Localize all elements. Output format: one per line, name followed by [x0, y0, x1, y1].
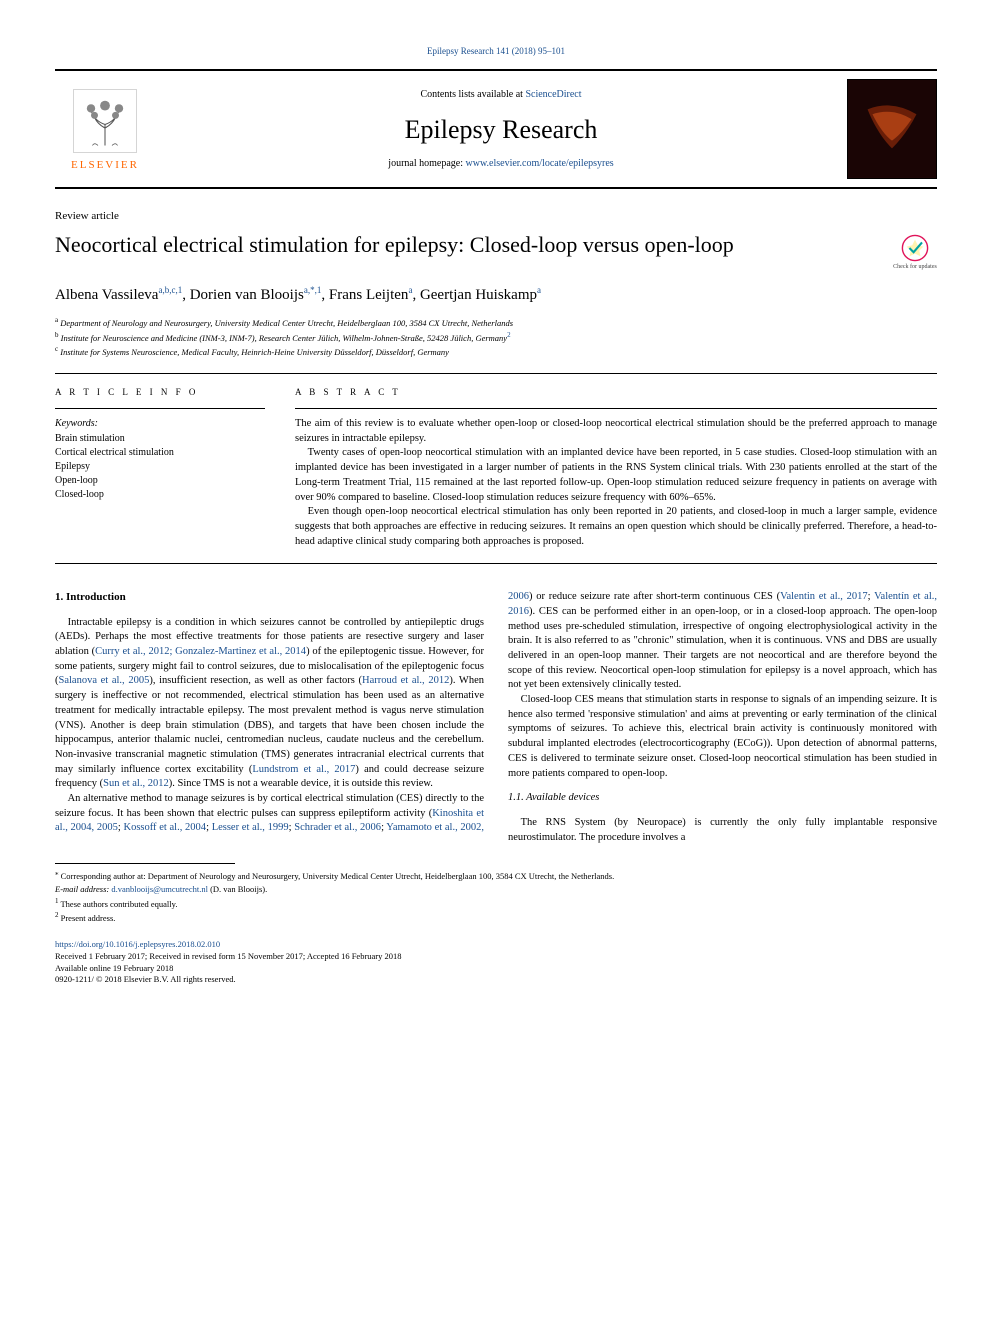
section-divider	[55, 373, 937, 374]
elsevier-tree-icon	[70, 86, 140, 156]
devices-paragraph-1: The RNS System (by Neuropace) is current…	[508, 816, 937, 845]
journal-cover-thumbnail	[847, 79, 937, 179]
journal-homepage: journal homepage: www.elsevier.com/locat…	[155, 157, 847, 171]
citation-link[interactable]: Kossoff et al., 2004	[123, 822, 206, 833]
keywords-list: Brain stimulationCortical electrical sti…	[55, 432, 265, 502]
heading-available-devices: 1.1. Available devices	[508, 791, 937, 806]
journal-name: Epilepsy Research	[155, 112, 847, 147]
affiliation-b: b Institute for Neuroscience and Medicin…	[55, 330, 937, 345]
contents-available: Contents lists available at ScienceDirec…	[155, 88, 847, 102]
affiliations: a Department of Neurology and Neurosurge…	[55, 315, 937, 359]
author-list: Albena Vassilevaa,b,c,1, Dorien van Bloo…	[55, 284, 937, 305]
affiliation-b-text: Institute for Neuroscience and Medicine …	[61, 333, 507, 343]
intro-paragraph-1: Intractable epilepsy is a condition in w…	[55, 616, 484, 792]
affiliation-b-footnote: 2	[507, 331, 511, 339]
article-type: Review article	[55, 209, 937, 224]
copyright-line: 0920-1211/ © 2018 Elsevier B.V. All righ…	[55, 974, 937, 986]
check-updates-label: Check for updates	[893, 264, 937, 271]
text-run: ). When surgery is ineffective or not re…	[55, 675, 484, 774]
header-center: Contents lists available at ScienceDirec…	[155, 88, 847, 170]
check-updates-badge[interactable]: Check for updates	[893, 230, 937, 274]
citation-link[interactable]: Salanova et al., 2005	[59, 675, 150, 686]
article-info-label: A R T I C L E I N F O	[55, 386, 265, 398]
abstract-p1: The aim of this review is to evaluate wh…	[295, 417, 937, 446]
abstract-column: A B S T R A C T The aim of this review i…	[295, 386, 937, 549]
doi-link[interactable]: https://doi.org/10.1016/j.eplepsyres.201…	[55, 939, 220, 949]
info-divider	[55, 408, 265, 409]
info-abstract-row: A R T I C L E I N F O Keywords: Brain st…	[55, 386, 937, 549]
text-run: ) or reduce seizure rate after short-ter…	[529, 591, 780, 602]
affiliation-c-text: Institute for Systems Neuroscience, Medi…	[60, 347, 449, 357]
elsevier-logo: ELSEVIER	[55, 79, 155, 179]
affiliation-c: c Institute for Systems Neuroscience, Me…	[55, 344, 937, 359]
crossmark-icon	[901, 234, 929, 262]
affiliation-a-text: Department of Neurology and Neurosurgery…	[60, 318, 513, 328]
affiliation-a: a Department of Neurology and Neurosurge…	[55, 315, 937, 330]
doi-block: https://doi.org/10.1016/j.eplepsyres.201…	[55, 939, 937, 987]
footnote-1: 1 These authors contributed equally.	[55, 896, 937, 911]
footnotes: ⁎ Corresponding author at: Department of…	[55, 868, 937, 924]
email-label: E-mail address:	[55, 884, 111, 894]
email-link[interactable]: d.vanblooijs@umcutrecht.nl	[111, 884, 208, 894]
abstract-divider	[295, 408, 937, 409]
text-run: ). CES can be performed either in an ope…	[508, 606, 937, 690]
corr-text: Corresponding author at: Department of N…	[61, 871, 615, 881]
text-run: ). Since TMS is not a wearable device, i…	[169, 778, 433, 789]
homepage-prefix: journal homepage:	[388, 158, 465, 169]
citation-link[interactable]: Curry et al., 2012; Gonzalez-Martinez et…	[95, 646, 306, 657]
sciencedirect-link[interactable]: ScienceDirect	[525, 89, 581, 100]
abstract-p3: Even though open-loop neocortical electr…	[295, 505, 937, 549]
abstract-p2: Twenty cases of open-loop neocortical st…	[295, 446, 937, 505]
journal-header: ELSEVIER Contents lists available at Sci…	[55, 69, 937, 189]
cover-art-icon	[848, 80, 936, 178]
fn2-text: Present address.	[61, 913, 116, 923]
citation-link[interactable]: Harroud et al., 2012	[362, 675, 449, 686]
received-dates: Received 1 February 2017; Received in re…	[55, 951, 937, 963]
section-divider	[55, 563, 937, 564]
citation-link[interactable]: Valentin et al., 2017	[780, 591, 868, 602]
available-online: Available online 19 February 2018	[55, 963, 937, 975]
abstract-label: A B S T R A C T	[295, 386, 937, 398]
text-run: ), insufficient resection, as well as ot…	[149, 675, 362, 686]
email-note: E-mail address: d.vanblooijs@umcutrecht.…	[55, 883, 937, 896]
citation-link[interactable]: Sun et al., 2012	[103, 778, 169, 789]
heading-introduction: 1. Introduction	[55, 590, 484, 605]
footnote-divider	[55, 863, 235, 864]
intro-paragraph-3: Closed-loop CES means that stimulation s…	[508, 693, 937, 781]
citation-link[interactable]: Lundstrom et al., 2017	[252, 764, 355, 775]
corresponding-author-note: ⁎ Corresponding author at: Department of…	[55, 868, 937, 883]
homepage-link[interactable]: www.elsevier.com/locate/epilepsyres	[466, 158, 614, 169]
citation-link[interactable]: Schrader et al., 2006	[294, 822, 381, 833]
keywords-label: Keywords:	[55, 417, 265, 431]
article-title: Neocortical electrical stimulation for e…	[55, 230, 883, 260]
journal-reference: Epilepsy Research 141 (2018) 95–101	[55, 45, 937, 57]
body-two-column: 1. Introduction Intractable epilepsy is …	[55, 590, 937, 845]
citation-link[interactable]: Lesser et al., 1999	[212, 822, 289, 833]
article-info-column: A R T I C L E I N F O Keywords: Brain st…	[55, 386, 265, 549]
footnote-2: 2 Present address.	[55, 910, 937, 925]
email-author: (D. van Blooijs).	[208, 884, 267, 894]
text-run: An alternative method to manage seizures…	[55, 793, 484, 819]
publisher-name: ELSEVIER	[71, 158, 139, 173]
fn1-text: These authors contributed equally.	[60, 898, 177, 908]
contents-prefix: Contents lists available at	[420, 89, 525, 100]
abstract-text: The aim of this review is to evaluate wh…	[295, 417, 937, 549]
